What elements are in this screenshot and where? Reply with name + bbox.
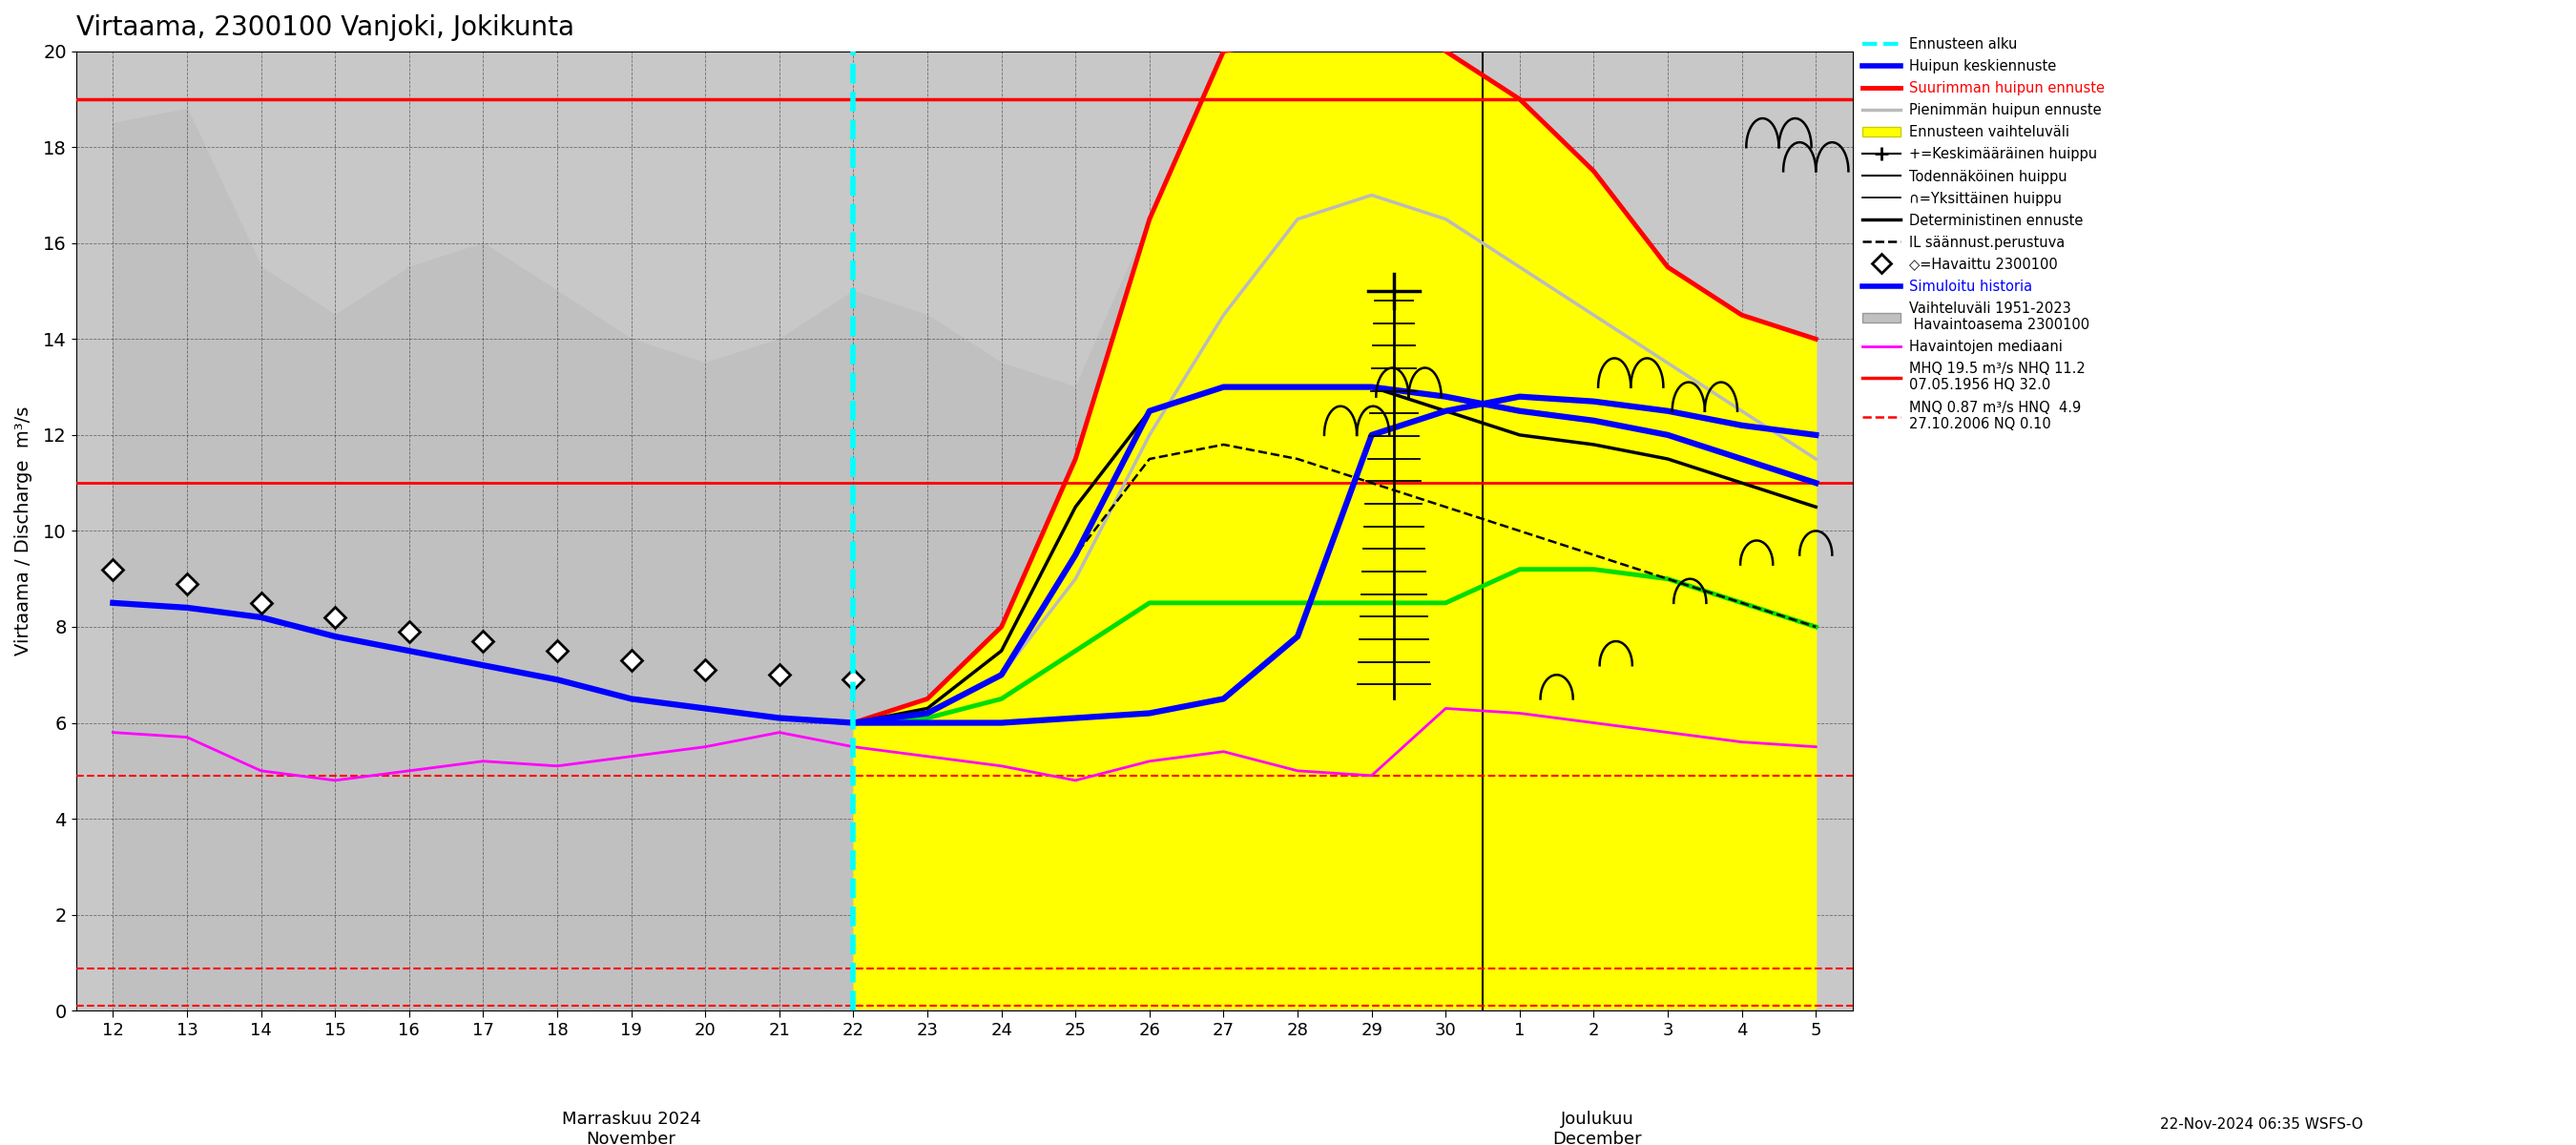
- Y-axis label: Virtaama / Discharge  m³/s: Virtaama / Discharge m³/s: [15, 406, 33, 656]
- Text: Joulukuu
December: Joulukuu December: [1553, 1111, 1641, 1145]
- Legend: Ennusteen alku, Huipun keskiennuste, Suurimman huipun ennuste, Pienimmän huipun : Ennusteen alku, Huipun keskiennuste, Suu…: [1857, 32, 2110, 436]
- Text: 22-Nov-2024 06:35 WSFS-O: 22-Nov-2024 06:35 WSFS-O: [2161, 1118, 2362, 1131]
- Text: Marraskuu 2024
November: Marraskuu 2024 November: [562, 1111, 701, 1145]
- Text: Virtaama, 2300100 Vanjoki, Jokikunta: Virtaama, 2300100 Vanjoki, Jokikunta: [75, 14, 574, 41]
